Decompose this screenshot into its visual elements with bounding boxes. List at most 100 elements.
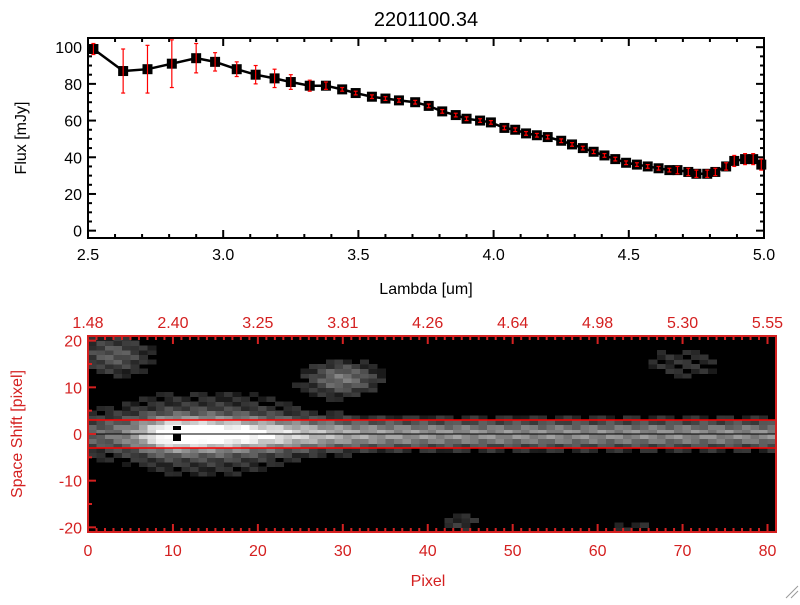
error-bar	[272, 68, 277, 89]
image-pixel	[376, 378, 386, 384]
image-pixel	[121, 424, 131, 430]
image-pixel	[487, 420, 497, 426]
image-pixel	[716, 424, 726, 430]
image-pixel	[308, 424, 318, 430]
image-pixel	[291, 424, 301, 430]
image-pixel	[393, 443, 403, 449]
image-pixel	[529, 438, 539, 444]
image-pixel	[427, 438, 437, 444]
image-pixel	[189, 452, 199, 458]
image-pixel	[206, 420, 216, 426]
image-pixel	[512, 438, 522, 444]
image-pixel	[393, 429, 403, 435]
image-pixel	[88, 345, 97, 351]
error-bar	[288, 74, 293, 90]
image-pixel	[189, 462, 199, 468]
image-pixels	[88, 336, 777, 533]
image-pixel	[529, 420, 539, 426]
image-pixel	[742, 415, 752, 421]
error-bar	[323, 81, 328, 90]
resize-grip-icon[interactable]	[785, 585, 799, 599]
image-pixel	[274, 448, 284, 454]
image-pixel	[563, 429, 573, 435]
image-pixel	[342, 368, 352, 374]
image-pixel	[444, 438, 454, 444]
image-pixel	[130, 354, 140, 360]
image-pixel	[172, 434, 181, 441]
image-pixel	[121, 420, 131, 426]
image-pixel	[96, 350, 106, 356]
image-pixel	[274, 462, 284, 468]
image-pixel	[138, 452, 148, 458]
image-pixel	[461, 443, 471, 449]
image-pixel	[750, 424, 760, 430]
image-pixel	[759, 429, 769, 435]
image-pixel	[88, 354, 97, 360]
image-pixel	[521, 443, 531, 449]
image-pixel	[334, 424, 344, 430]
image-pixel	[249, 438, 259, 444]
image-pixel	[325, 438, 335, 444]
image-pixel	[215, 457, 225, 463]
image-pixel	[410, 429, 420, 435]
image-pixel	[614, 438, 624, 444]
image-pixel	[147, 406, 157, 412]
image-pixel	[580, 448, 590, 454]
image-pixel	[257, 406, 267, 412]
image-pixel	[478, 443, 488, 449]
image-pixel	[104, 415, 114, 421]
image-pixel	[300, 434, 310, 440]
image-pixel	[682, 424, 692, 430]
image-pixel	[88, 350, 97, 356]
image-pixel	[130, 438, 140, 444]
image-pixel	[138, 443, 148, 449]
image-pixel	[674, 429, 684, 435]
image-pixel	[325, 424, 335, 430]
image-pixel	[359, 359, 369, 365]
image-pixel	[266, 410, 276, 416]
error-bar	[634, 162, 639, 168]
image-pixel	[351, 415, 361, 421]
image-pixel	[232, 415, 242, 421]
image-pixel	[376, 420, 386, 426]
image-pixel	[181, 420, 191, 426]
image-pixel	[257, 448, 267, 454]
image-pixel	[495, 438, 505, 444]
image-pixel	[529, 434, 539, 440]
image-pixel	[138, 429, 148, 435]
image-pixel	[436, 424, 446, 430]
image-pixel	[223, 448, 233, 454]
image-pixel	[359, 382, 369, 388]
image-pixel	[317, 364, 327, 370]
image-pixel	[461, 438, 471, 444]
y-tick-label: 100	[55, 40, 82, 57]
image-pixel	[189, 420, 199, 426]
image-pixel	[504, 424, 514, 430]
image-pixel	[198, 471, 208, 477]
image-pixel	[759, 420, 769, 426]
image-pixel	[88, 359, 97, 365]
image-pixel	[189, 434, 199, 440]
image-pixel	[708, 359, 718, 365]
image-pixel	[240, 429, 250, 435]
image-pixel	[283, 420, 293, 426]
image-pixel	[648, 420, 658, 426]
image-pixel	[368, 387, 378, 393]
image-pixel	[206, 471, 216, 477]
image-pixel	[538, 443, 548, 449]
image-pixel	[334, 368, 344, 374]
image-pixel	[691, 429, 701, 435]
image-pixel	[104, 424, 114, 430]
image-pixel	[300, 438, 310, 444]
image-pixel	[274, 424, 284, 430]
image-pixel	[614, 448, 624, 454]
image-pixel	[96, 406, 106, 412]
error-bar	[545, 134, 550, 140]
image-pixel	[495, 434, 505, 440]
image-pixel	[334, 434, 344, 440]
y-tick-label: 20	[64, 334, 82, 351]
image-pixel	[155, 434, 165, 440]
image-pixel	[155, 420, 165, 426]
image-pixel	[725, 443, 735, 449]
image-pixel	[172, 462, 182, 468]
